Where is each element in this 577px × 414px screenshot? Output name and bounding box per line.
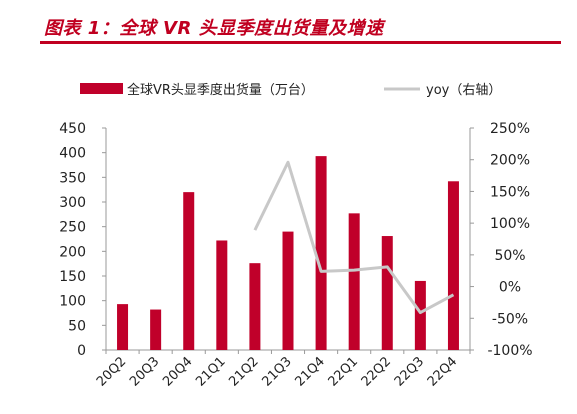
bar-series [117, 156, 459, 350]
legend-bar-label: 全球VR头显季度出货量（万台） [127, 82, 314, 98]
x-tick-label: 22Q4 [425, 354, 460, 389]
bar [249, 263, 261, 350]
right-tick-label: 50% [494, 248, 525, 264]
right-tick-label: 200% [490, 153, 530, 169]
bar [414, 280, 426, 350]
left-tick-label: 350 [59, 170, 86, 186]
left-tick-label: 450 [59, 121, 86, 137]
right-tick-label: 150% [490, 184, 530, 200]
right-tick-label: 0% [499, 280, 521, 296]
left-tick-label: 50 [68, 318, 86, 334]
bar [447, 181, 459, 350]
x-tick-label: 22Q3 [392, 354, 427, 389]
legend-line-label: yoy（右轴） [426, 83, 501, 98]
x-tick-label: 21Q4 [293, 354, 328, 389]
left-tick-label: 0 [77, 343, 86, 359]
figure-title-bar: 图表 1：全球 VR 头显季度出货量及增速 [40, 12, 561, 44]
bar [150, 309, 162, 350]
left-tick-label: 200 [59, 244, 86, 260]
left-tick-label: 250 [59, 220, 86, 236]
x-tick-label: 20Q3 [127, 354, 162, 389]
x-tick-label: 21Q1 [193, 354, 228, 389]
legend-bar-swatch [80, 83, 123, 94]
right-axis-ticks: -100% -50% 0% 50% 100% 150% 200% 250% [470, 121, 533, 359]
left-tick-label: 400 [59, 146, 86, 162]
left-axis-ticks: 0 50 100 150 200 250 300 350 400 450 [59, 121, 106, 359]
right-tick-label: -50% [492, 311, 528, 327]
figure-title: 图表 1：全球 VR 头显季度出货量及增速 [44, 18, 384, 39]
x-tick-label: 22Q1 [326, 354, 361, 389]
x-tick-label: 20Q2 [94, 354, 129, 389]
bar [315, 156, 327, 350]
x-tick-label: 20Q4 [160, 354, 195, 389]
left-tick-label: 150 [59, 269, 86, 285]
right-tick-label: 250% [490, 121, 530, 137]
bar [282, 231, 294, 350]
left-tick-label: 300 [59, 195, 86, 211]
left-tick-label: 100 [59, 294, 86, 310]
bar [216, 240, 228, 350]
bar [381, 236, 393, 350]
bar [348, 213, 360, 350]
x-tick-label: 21Q3 [259, 354, 294, 389]
yoy-line [253, 160, 455, 315]
right-tick-label: -100% [487, 343, 532, 359]
bar [117, 304, 129, 350]
right-tick-label: 100% [490, 216, 530, 232]
x-tick-label: 21Q2 [226, 354, 261, 389]
x-axis-ticks: 20Q220Q320Q421Q121Q221Q321Q422Q122Q222Q3… [94, 350, 471, 390]
bar [183, 192, 195, 350]
yoy-line-series [253, 160, 455, 315]
legend: 全球VR头显季度出货量（万台） yoy（右轴） [80, 82, 501, 98]
x-tick-label: 22Q2 [359, 354, 394, 389]
